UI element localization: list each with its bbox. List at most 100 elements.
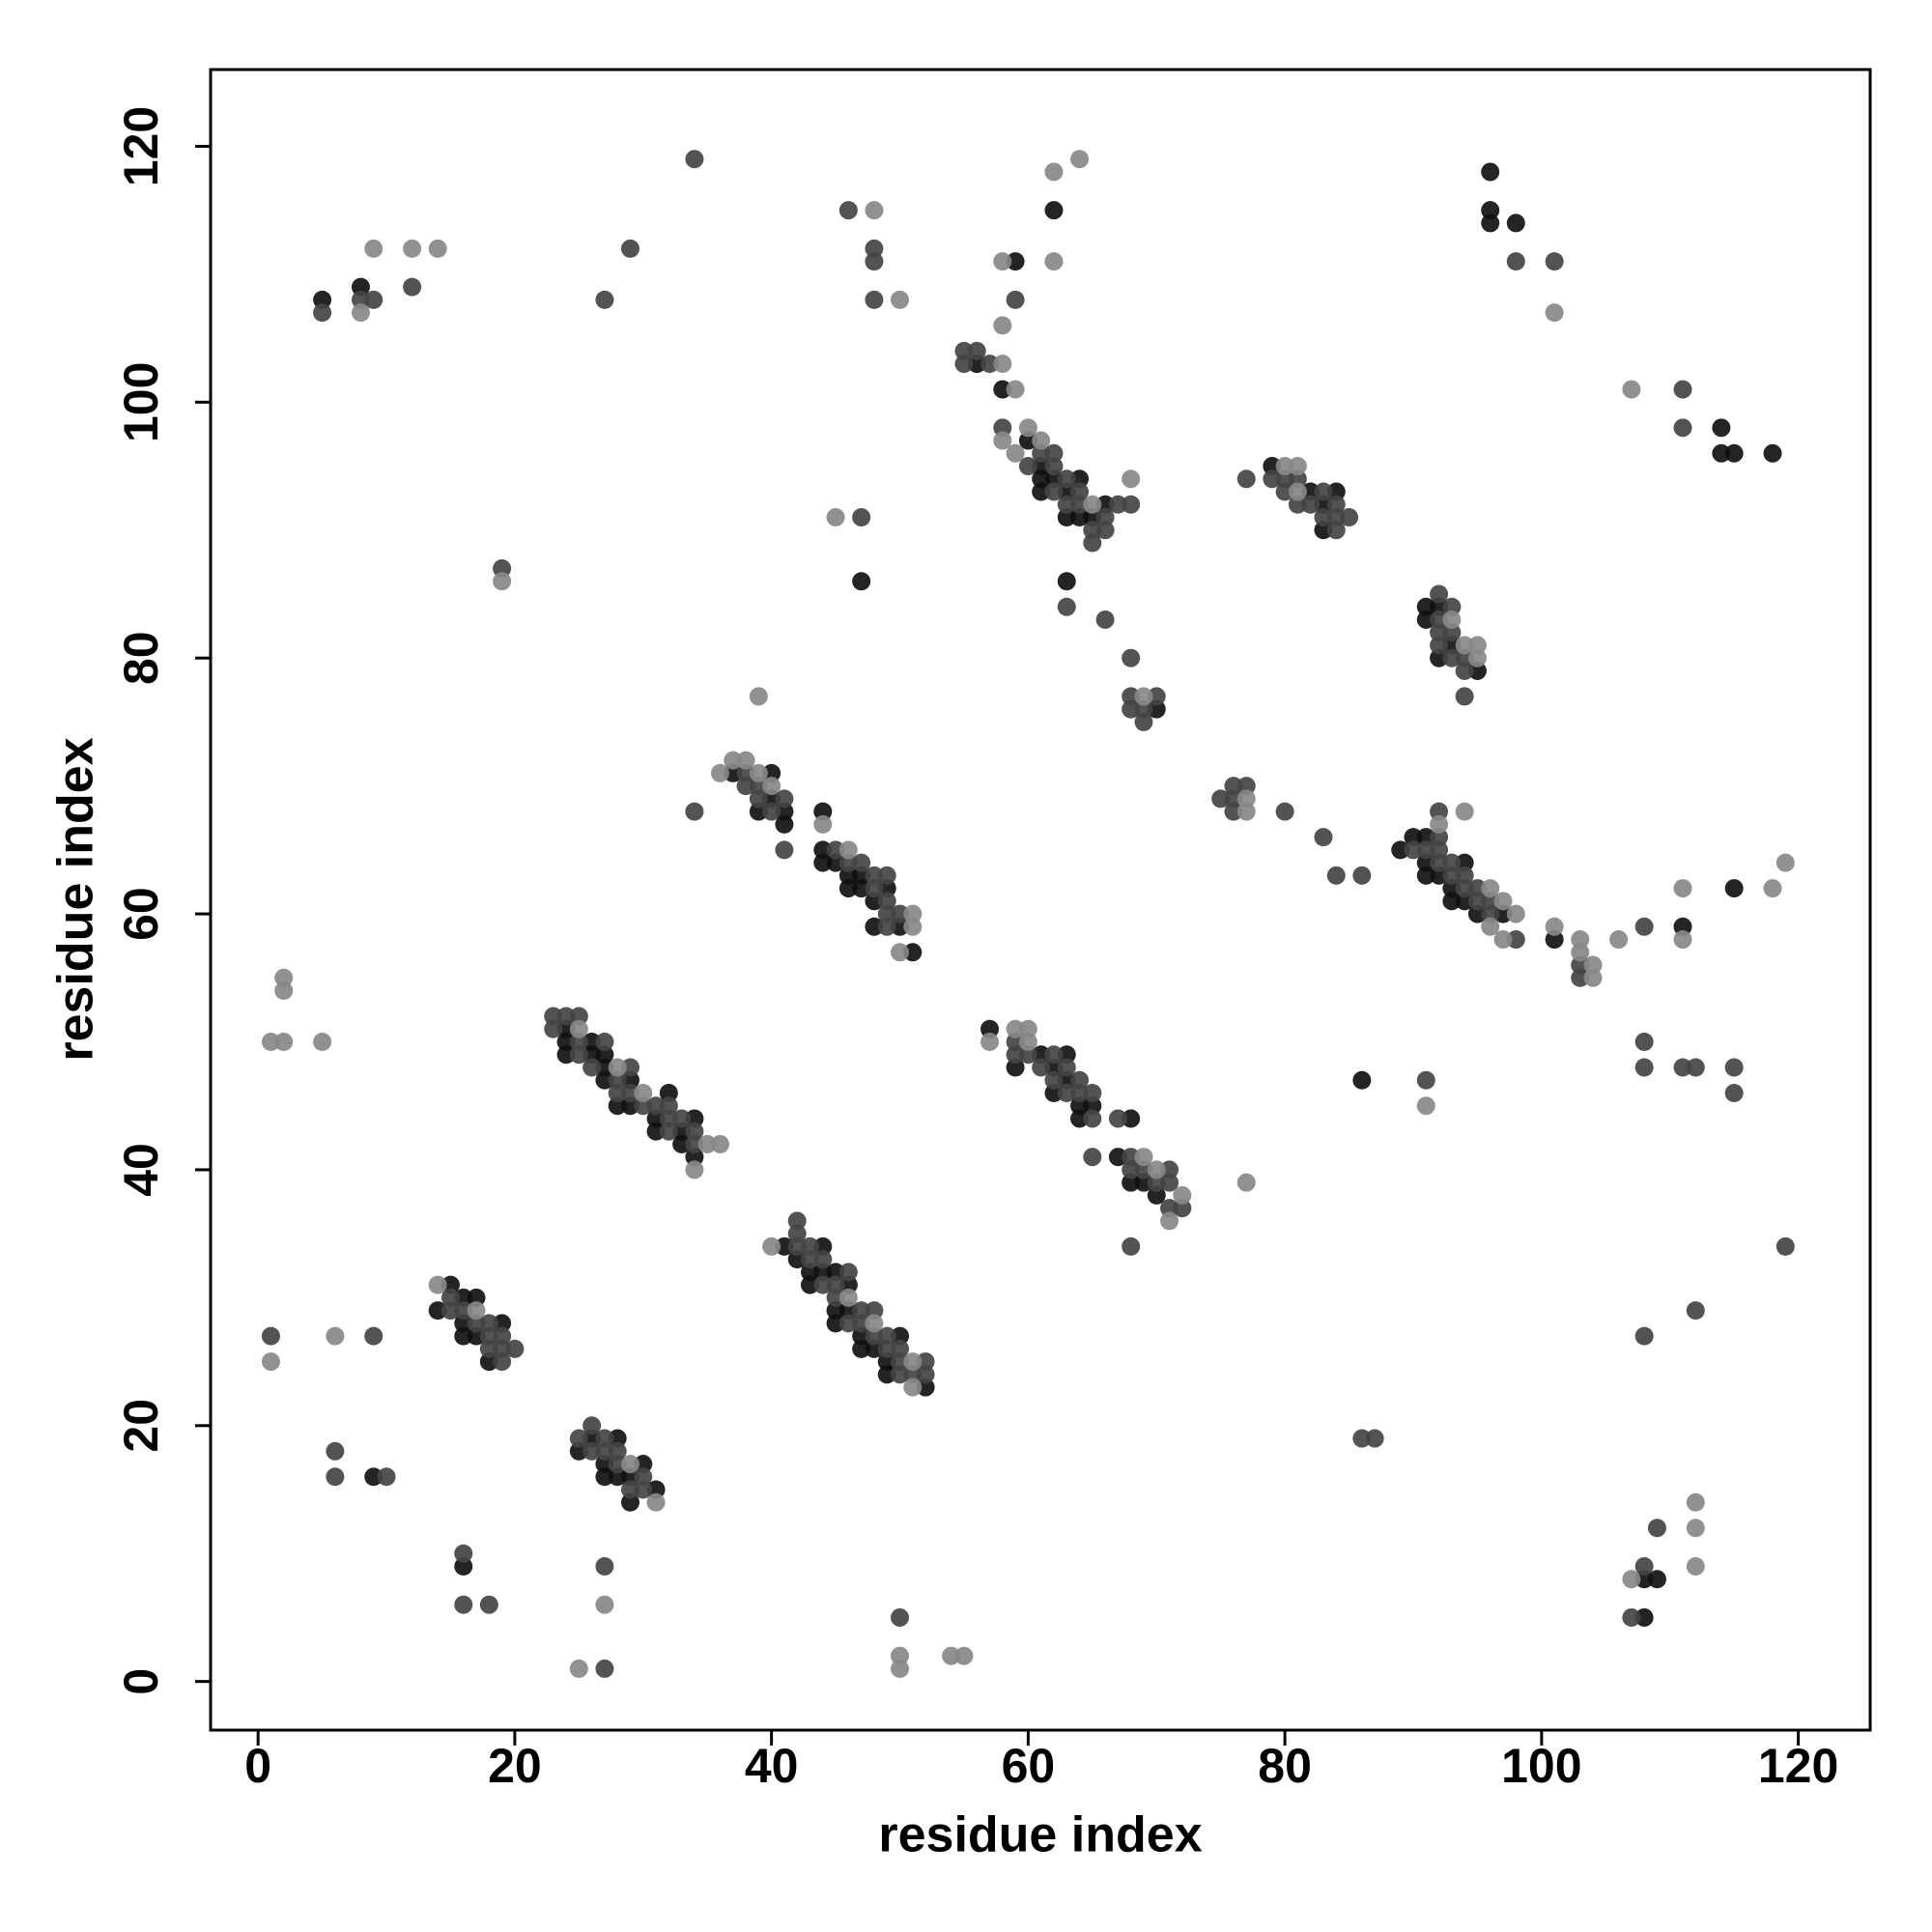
point (1673, 879, 1692, 898)
point (838, 1314, 858, 1333)
point (1326, 521, 1346, 540)
point (813, 1250, 833, 1269)
point (454, 1544, 473, 1563)
point (1571, 943, 1590, 962)
point (620, 1083, 639, 1102)
point (877, 1352, 896, 1372)
point (1018, 1033, 1037, 1052)
point (865, 252, 884, 271)
point (1301, 482, 1321, 501)
point (1481, 879, 1500, 898)
point (813, 1275, 833, 1294)
point (1070, 1070, 1090, 1090)
point (852, 1301, 871, 1321)
point (1134, 687, 1153, 706)
point (813, 1263, 833, 1282)
point (1083, 1148, 1102, 1167)
point (762, 802, 781, 821)
point (865, 1326, 884, 1346)
point (891, 1659, 910, 1678)
point (891, 1607, 910, 1627)
point (595, 1659, 614, 1678)
point (1686, 1058, 1705, 1077)
point (1416, 866, 1435, 885)
point (1122, 495, 1141, 514)
x-tick-label: 60 (1002, 1739, 1056, 1793)
point (569, 1441, 588, 1461)
point (1571, 930, 1590, 950)
point (967, 355, 986, 374)
point (582, 1441, 602, 1461)
point (826, 1314, 845, 1333)
point (1416, 840, 1435, 860)
point (877, 1339, 896, 1358)
point (1340, 508, 1359, 527)
point (1122, 1109, 1141, 1128)
point (1712, 443, 1731, 463)
point (852, 1339, 871, 1358)
point (1724, 1083, 1744, 1102)
point (1263, 469, 1282, 489)
point (274, 981, 294, 1001)
point (1032, 431, 1051, 450)
point (1634, 1570, 1654, 1589)
point (980, 1019, 1000, 1038)
point (813, 853, 833, 872)
point (608, 1070, 627, 1090)
point (467, 1288, 486, 1307)
point (556, 1019, 576, 1038)
point (582, 1416, 602, 1435)
point (775, 814, 794, 834)
point (351, 290, 370, 309)
point (891, 943, 910, 962)
point (326, 1441, 345, 1461)
point (556, 1033, 576, 1052)
point (479, 1352, 498, 1372)
point (1224, 802, 1243, 821)
point (1622, 1570, 1641, 1589)
point (620, 1096, 639, 1116)
point (1275, 469, 1294, 489)
point (1006, 380, 1025, 399)
point (865, 1301, 884, 1321)
point (762, 1236, 781, 1256)
point (891, 904, 910, 923)
point (1430, 610, 1449, 629)
point (1481, 892, 1500, 911)
point (1455, 853, 1474, 872)
point (659, 1122, 678, 1141)
point (865, 1339, 884, 1358)
point (1122, 699, 1141, 719)
point (659, 1109, 678, 1128)
point (967, 341, 986, 360)
point (582, 1033, 602, 1052)
point (479, 1326, 498, 1346)
point (775, 789, 794, 809)
point (838, 866, 858, 885)
point (428, 1275, 447, 1294)
point (646, 1480, 666, 1499)
point (1044, 162, 1064, 182)
point (1044, 482, 1064, 501)
point (1673, 1058, 1692, 1077)
point (800, 1250, 819, 1269)
point (685, 1160, 704, 1179)
point (775, 1236, 794, 1256)
point (1057, 572, 1076, 591)
point (865, 290, 884, 309)
point (440, 1275, 460, 1294)
point (672, 1122, 692, 1141)
point (1095, 521, 1115, 540)
point (838, 879, 858, 898)
point (1134, 1160, 1153, 1179)
point (620, 239, 639, 258)
point (1070, 495, 1090, 514)
point (1160, 1173, 1179, 1192)
point (1173, 1199, 1192, 1218)
point (595, 1441, 614, 1461)
point (1044, 201, 1064, 220)
point (1430, 828, 1449, 847)
point (467, 1314, 486, 1333)
point (1686, 1556, 1705, 1576)
point (1571, 955, 1590, 975)
